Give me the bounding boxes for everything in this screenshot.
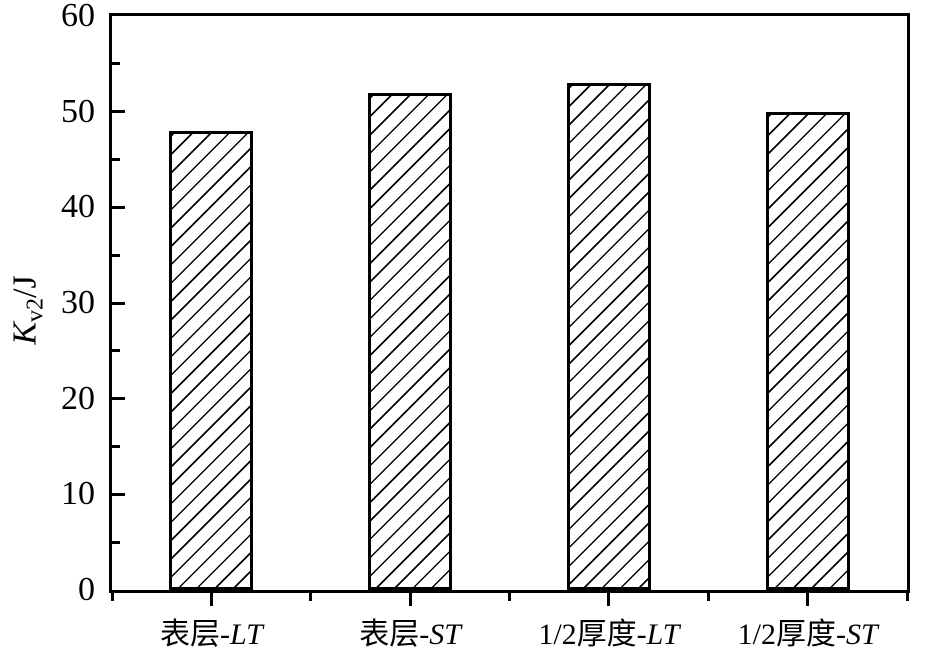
plot-area [109, 13, 910, 593]
y-tick-label: 50 [61, 92, 95, 130]
y-minor-tick [112, 253, 120, 257]
x-tick-label-1: 表层-LT [41, 618, 381, 652]
bar-3 [566, 82, 651, 590]
x-tick-label-3-text: 1/2厚度- [538, 618, 647, 651]
x-tick-label-4-text: 1/2厚度- [737, 618, 846, 651]
y-major-tick [112, 205, 125, 209]
x-minor-tick [905, 593, 909, 601]
x-minor-tick [309, 593, 313, 601]
y-tick-label: 20 [61, 379, 95, 417]
y-tick-label: 10 [61, 475, 95, 513]
y-major-tick [112, 110, 125, 114]
x-tick-label-1-text: 表层- [159, 618, 230, 651]
y-minor-tick [112, 540, 120, 544]
x-tick-label-4: 1/2厚度-ST [638, 618, 945, 652]
y-major-tick [112, 301, 125, 305]
x-tick-label-2-italic: ST [429, 618, 461, 651]
x-minor-tick [706, 593, 710, 601]
x-minor-tick [110, 593, 114, 601]
y-tick-label: 40 [61, 188, 95, 226]
y-tick-label: 60 [61, 0, 95, 34]
y-minor-tick [112, 445, 120, 448]
x-major-tick [209, 593, 213, 606]
y-minor-tick [112, 158, 120, 161]
y-major-tick [112, 397, 125, 401]
bar-1 [169, 130, 254, 590]
x-tick-label-1-italic: LT [229, 618, 263, 651]
y-major-tick [112, 492, 125, 496]
x-major-tick [408, 593, 412, 606]
x-major-tick [806, 593, 810, 606]
bar-4 [765, 111, 850, 590]
x-tick-label-4-italic: ST [845, 618, 878, 651]
y-tick-label: 30 [61, 284, 95, 321]
y-axis-symbol: K [6, 322, 44, 345]
x-tick-label-2: 表层-ST [240, 618, 580, 652]
y-minor-tick [112, 349, 120, 353]
y-tick-label: 0 [78, 571, 95, 608]
x-minor-tick [508, 593, 511, 601]
x-major-tick [607, 593, 611, 606]
y-minor-tick [112, 62, 120, 66]
x-tick-label-2-text: 表层- [359, 618, 430, 651]
x-tick-label-3-italic: LT [646, 618, 680, 651]
x-tick-label-3: 1/2厚度-LT [439, 618, 779, 652]
bar-2 [368, 92, 453, 590]
